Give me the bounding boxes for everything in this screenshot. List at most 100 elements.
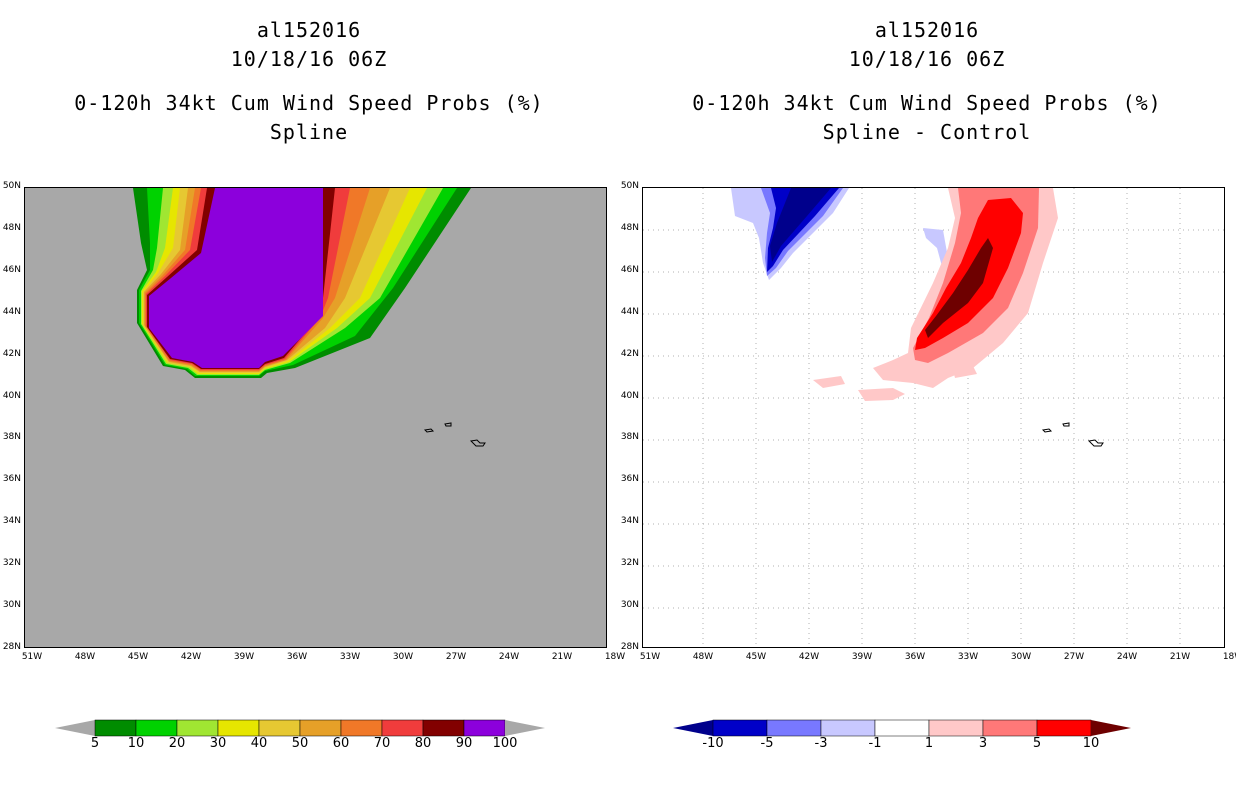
right-colorbar-label: -5 [760, 736, 774, 751]
right-colorbar-under-arrow [673, 720, 713, 736]
left-lon-label: 27W [445, 652, 467, 662]
left-colorbar-swatch [94, 719, 137, 737]
right-lon-label: 33W [957, 652, 979, 662]
left-storm-id: al152016 [256, 18, 362, 42]
right-lat-label: 44N [620, 306, 639, 317]
left-lat-label: 34N [2, 516, 21, 527]
diff-contour-plus10 [925, 238, 993, 338]
right-lon-label: 27W [1063, 652, 1085, 662]
right-lat-label: 30N [620, 600, 639, 611]
left-lat-label: 30N [2, 600, 21, 611]
left-lon-label: 24W [498, 652, 520, 662]
left-lat-label: 38N [2, 432, 21, 443]
right-colorbar-swatch [766, 719, 822, 737]
left-map-svg [133, 188, 486, 447]
diff-contour-minus10 [770, 188, 831, 262]
left-lon-label: 45W [127, 652, 149, 662]
left-product: 0-120h 34kt Cum Wind Speed Probs (%) [74, 91, 544, 115]
left-lat-label: 42N [2, 348, 21, 359]
right-lat-label: 40N [620, 390, 639, 401]
left-lon-label: 18W [604, 652, 626, 662]
island-outline [423, 428, 435, 433]
island-outline [444, 422, 452, 427]
grid-lines [643, 188, 1224, 647]
right-lat-label: 46N [620, 264, 639, 275]
right-lon-label: 45W [745, 652, 767, 662]
right-lon-label: 30W [1010, 652, 1032, 662]
right-lat-label: 36N [620, 474, 639, 485]
left-lon-label: 39W [233, 652, 255, 662]
left-lat-label: 46N [2, 264, 21, 275]
right-product: 0-120h 34kt Cum Wind Speed Probs (%) [692, 91, 1162, 115]
left-lat-label: 50N [2, 181, 21, 191]
left-variant: Spline [269, 120, 349, 144]
right-lat-label: 32N [620, 558, 639, 569]
right-colorbar-swatch [982, 719, 1038, 737]
left-colorbar-label: 40 [250, 736, 268, 751]
prob-contour-90 [149, 188, 323, 368]
left-probability-map [24, 187, 607, 648]
right-lon-label: 48W [692, 652, 714, 662]
azores-outlines [423, 422, 486, 447]
left-lon-label: 51W [21, 652, 43, 662]
left-colorbar-label: 70 [373, 736, 391, 751]
left-lat-label: 48N [2, 222, 21, 233]
right-lon-label: 21W [1169, 652, 1191, 662]
right-colorbar-swatch [928, 719, 984, 737]
left-colorbar-label: 100 [492, 736, 518, 751]
right-lat-label: 42N [620, 348, 639, 359]
right-difference-map [642, 187, 1225, 648]
left-colorbar-swatch [422, 719, 465, 737]
right-lat-label: 34N [620, 516, 639, 527]
right-lon-label: 24W [1116, 652, 1138, 662]
left-colorbar-swatch [299, 719, 342, 737]
island-outline [1062, 422, 1070, 427]
left-colorbar-label: 60 [332, 736, 350, 751]
right-lon-label: 36W [904, 652, 926, 662]
right-colorbar-label: 10 [1082, 736, 1100, 751]
right-colorbar-label: 5 [1032, 736, 1042, 751]
island-outline [1087, 439, 1104, 447]
left-lat-label: 44N [2, 306, 21, 317]
left-colorbar-label: 5 [90, 736, 100, 751]
right-colorbar-label: 3 [978, 736, 988, 751]
left-colorbar-label: 90 [455, 736, 473, 751]
left-colorbar-label: 10 [127, 736, 145, 751]
left-lat-label: 40N [2, 390, 21, 401]
left-lon-label: 30W [392, 652, 414, 662]
left-colorbar-swatch [135, 719, 178, 737]
diff-contour-plus1-spot [858, 388, 905, 401]
right-lat-label: 50N [620, 181, 639, 191]
diff-contour-minus1-spot [923, 228, 948, 270]
left-colorbar-swatch [217, 719, 260, 737]
left-colorbar-swatch [340, 719, 383, 737]
left-lon-label: 48W [74, 652, 96, 662]
left-lon-label: 36W [286, 652, 308, 662]
right-colorbar-label: 1 [924, 736, 934, 751]
right-colorbar-label: -1 [868, 736, 882, 751]
right-map-svg [643, 188, 1224, 647]
right-colorbar-swatch [874, 719, 930, 737]
right-lat-label: 48N [620, 222, 639, 233]
left-colorbar-label: 50 [291, 736, 309, 751]
right-colorbar-label: -3 [814, 736, 828, 751]
left-lon-label: 33W [339, 652, 361, 662]
left-colorbar-label: 30 [209, 736, 227, 751]
right-lon-label: 51W [639, 652, 661, 662]
right-title-block: al152016 10/18/16 06Z 0-120h 34kt Cum Wi… [627, 16, 1227, 147]
right-lon-label: 39W [851, 652, 873, 662]
diff-contour-plus1-spot [953, 366, 977, 378]
left-colorbar [55, 719, 545, 737]
diff-contour-plus1-spot [813, 376, 845, 388]
left-lat-label: 32N [2, 558, 21, 569]
right-storm-id: al152016 [874, 18, 980, 42]
right-colorbar-over-arrow [1091, 720, 1131, 736]
right-colorbar-label: -10 [702, 736, 724, 751]
right-lon-label: 18W [1222, 652, 1236, 662]
right-colorbar [673, 719, 1131, 737]
right-colorbar-swatch [1036, 719, 1092, 737]
island-outline [1041, 428, 1053, 433]
left-colorbar-over-arrow [505, 720, 545, 736]
right-variant: Spline - Control [822, 120, 1032, 144]
right-datetime: 10/18/16 06Z [848, 47, 1006, 71]
